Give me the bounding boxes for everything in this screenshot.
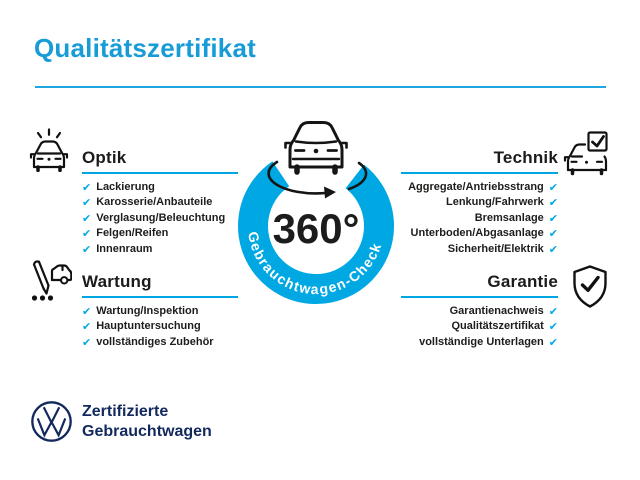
checklist-item-label: Lackierung <box>96 181 155 193</box>
checklist-item-label: Lenkung/Fahrwerk <box>445 196 544 209</box>
checklist-item: ✔ Karosserie/Anbauteile <box>82 195 238 210</box>
check-icon: ✔ <box>548 196 558 210</box>
brand-line1: Zertifizierte <box>82 403 169 420</box>
section-optik: Optik ✔ Lackierung ✔ Karosserie/Anbauteile ✔… <box>82 149 238 257</box>
svg-text:Gebrauchtwagen-Check: Gebrauchtwagen-Check <box>245 230 384 297</box>
section-heading: Optik <box>82 149 238 174</box>
check-icon: ✔ <box>548 227 558 241</box>
checklist-item: ✔ Verglasung/Beleuchtung <box>82 211 238 226</box>
checklist-item: ✔ Wartung/Inspektion <box>82 304 238 319</box>
checklist-optik: ✔ Lackierung ✔ Karosserie/Anbauteile ✔ Vergla… <box>82 180 238 257</box>
checklist-item-label: Hauptuntersuchung <box>96 320 201 333</box>
car-shine-icon <box>26 126 72 177</box>
checklist-item: ✔ vollständiges Zubehör <box>82 335 238 350</box>
section-garantie: Garantie ✔ Garantienachweis ✔ Qualitätszert… <box>401 273 558 350</box>
checklist-item-label: Bremsanlage <box>474 211 544 224</box>
checklist-item: ✔ Lackierung <box>82 180 238 195</box>
checklist-item: ✔ Lenkung/Fahrwerk <box>401 195 558 210</box>
checklist-item: ✔ Sicherheit/Elektrik <box>401 242 558 257</box>
check-icon: ✔ <box>82 211 92 225</box>
check-icon: ✔ <box>82 196 92 210</box>
checklist-item: ✔ Unterboden/Abgasanlage <box>401 226 558 241</box>
checklist-item-label: Innenraum <box>96 242 153 255</box>
checklist-item-label: Karosserie/Anbauteile <box>96 196 213 209</box>
shield-check-icon <box>571 264 609 314</box>
section-heading: Technik <box>401 149 558 174</box>
pen-car-icon <box>26 255 73 308</box>
checklist-item: ✔ Garantienachweis <box>401 304 558 319</box>
section-wartung: Wartung ✔ Wartung/Inspektion ✔ Hauptuntersu… <box>82 273 238 350</box>
checklist-item-label: Wartung/Inspektion <box>96 305 199 317</box>
vw-logo <box>29 399 74 449</box>
check-icon: ✔ <box>82 335 92 349</box>
rotation-arrow-icon <box>267 160 368 199</box>
checklist-item-label: Garantienachweis <box>449 305 544 317</box>
check-icon: ✔ <box>548 181 558 194</box>
checklist-item-label: Qualitätszertifikat <box>451 320 544 333</box>
check-icon: ✔ <box>82 242 92 256</box>
title-divider <box>35 86 606 88</box>
checklist-item: ✔ vollständige Unterlagen <box>401 335 558 350</box>
brand-line2: Gebrauchtwagen <box>82 423 212 440</box>
checklist-item: ✔ Hauptuntersuchung <box>82 319 238 334</box>
page-title: Qualitätszertifikat <box>34 33 256 63</box>
degree-label: 360° <box>273 205 360 252</box>
checklist-item: ✔ Aggregate/Antriebsstrang <box>401 180 558 195</box>
check-icon: ✔ <box>548 242 558 256</box>
checklist-item: ✔ Bremsanlage <box>401 211 558 226</box>
checklist-wartung: ✔ Wartung/Inspektion ✔ Hauptuntersuchung ✔ vo… <box>82 304 238 350</box>
ring <box>238 161 394 305</box>
section-technik: Technik ✔ Aggregate/Antriebsstrang ✔ Lenkun… <box>401 149 558 257</box>
checklist-technik: ✔ Aggregate/Antriebsstrang ✔ Lenkung/Fahrwe… <box>401 180 558 257</box>
car-checkbox-icon <box>563 128 611 181</box>
brand-name: Zertifizierte Gebrauchtwagen <box>82 402 212 442</box>
checklist-item-label: Unterboden/Abgasanlage <box>410 227 544 240</box>
check-icon: ✔ <box>82 305 92 318</box>
check-icon: ✔ <box>548 211 558 225</box>
check-icon: ✔ <box>548 320 558 334</box>
rotation-car-icon <box>284 121 348 175</box>
checklist-garantie: ✔ Garantienachweis ✔ Qualitätszertifikat ✔ vo… <box>401 304 558 350</box>
checklist-item-label: Felgen/Reifen <box>96 227 169 240</box>
checklist-item: ✔ Qualitätszertifikat <box>401 319 558 334</box>
checklist-item-label: Aggregate/Antriebsstrang <box>408 181 544 193</box>
ring-label: Gebrauchtwagen-Check <box>245 230 383 297</box>
checklist-item: ✔ Felgen/Reifen <box>82 226 238 241</box>
section-heading: Wartung <box>82 273 238 298</box>
section-heading: Garantie <box>401 273 558 298</box>
check-icon: ✔ <box>82 227 92 241</box>
checklist-item-label: Sicherheit/Elektrik <box>447 242 544 255</box>
check-icon: ✔ <box>548 305 558 318</box>
check-icon: ✔ <box>82 320 92 334</box>
check-icon: ✔ <box>82 181 92 194</box>
checklist-item-label: vollständiges Zubehör <box>96 335 214 348</box>
checklist-item: ✔ Innenraum <box>82 242 238 257</box>
checklist-item-label: Verglasung/Beleuchtung <box>96 211 226 224</box>
check-icon: ✔ <box>548 335 558 349</box>
checklist-item-label: vollständige Unterlagen <box>419 335 544 348</box>
